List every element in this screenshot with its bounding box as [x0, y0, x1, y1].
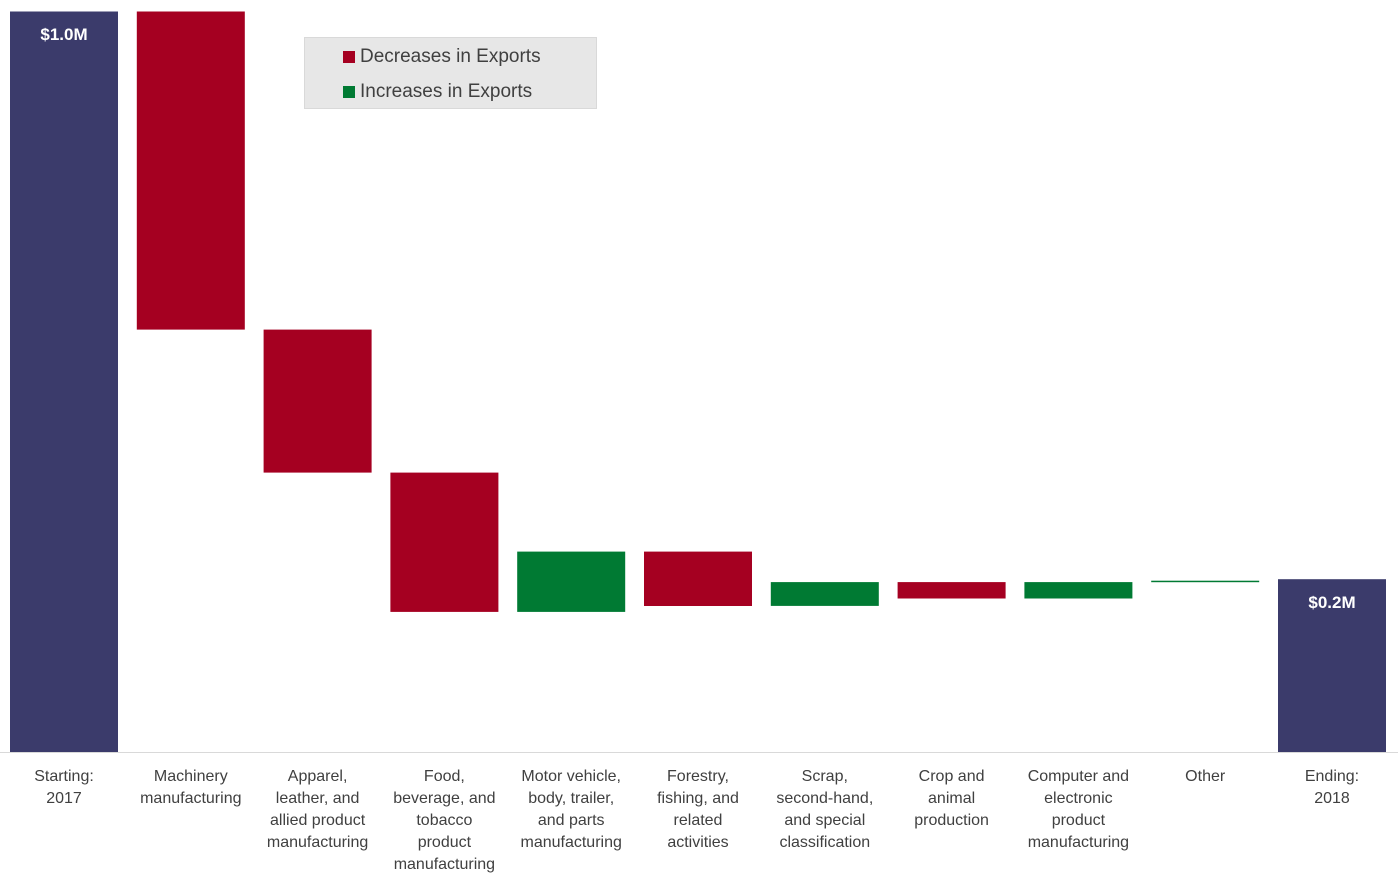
legend: Decreases in Exports Increases in Export…	[304, 37, 597, 109]
bar-end-2018	[1278, 579, 1386, 752]
x-tick-label-computer-electronic: Computer and electronic product manufacturi…	[1027, 768, 1130, 851]
bar-food-beverage	[390, 472, 499, 612]
start-total-label: $1.0M	[40, 25, 88, 45]
end-total-label: $0.2M	[1308, 593, 1356, 613]
bar-motor-vehicle	[517, 551, 626, 612]
bar-apparel	[263, 329, 372, 473]
bar-other	[1151, 580, 1260, 583]
x-tick-label-forestry: Forestry, fishing, and related activities	[657, 768, 739, 851]
x-tick-label-end-2018: Ending: 2018	[1304, 768, 1360, 807]
legend-item-decreases: Decreases in Exports	[343, 46, 541, 68]
x-tick-label-motor-vehicle: Motor vehicle, body, trailer, and parts man…	[520, 768, 622, 851]
legend-swatch-increases	[343, 86, 355, 98]
x-tick-label-machinery: Machinery manufacturing	[140, 768, 242, 807]
x-tick-label-crop-animal: Crop and animal production	[914, 768, 989, 829]
bar-crop-animal	[897, 582, 1006, 599]
x-tick-label-apparel: Apparel, leather, and allied product manufa…	[266, 768, 369, 851]
x-tick-label-start-2017: Starting: 2017	[34, 768, 94, 807]
legend-label-decreases: Decreases in Exports	[360, 46, 541, 67]
legend-swatch-decreases	[343, 51, 355, 63]
x-tick-label-other: Other	[1185, 768, 1226, 785]
bar-start-2017	[10, 11, 118, 752]
x-tick-label-scrap: Scrap, second-hand, and special classificat…	[776, 768, 874, 851]
x-tick-label-food-beverage: Food, beverage, and tobacco product manufact…	[393, 768, 496, 873]
bar-forestry	[644, 551, 752, 606]
legend-item-increases: Increases in Exports	[343, 81, 532, 103]
bar-computer-electronic	[1024, 582, 1133, 599]
legend-label-increases: Increases in Exports	[360, 81, 533, 102]
bars-group	[10, 11, 1386, 752]
bar-scrap	[770, 582, 879, 606]
bar-machinery	[136, 11, 245, 330]
